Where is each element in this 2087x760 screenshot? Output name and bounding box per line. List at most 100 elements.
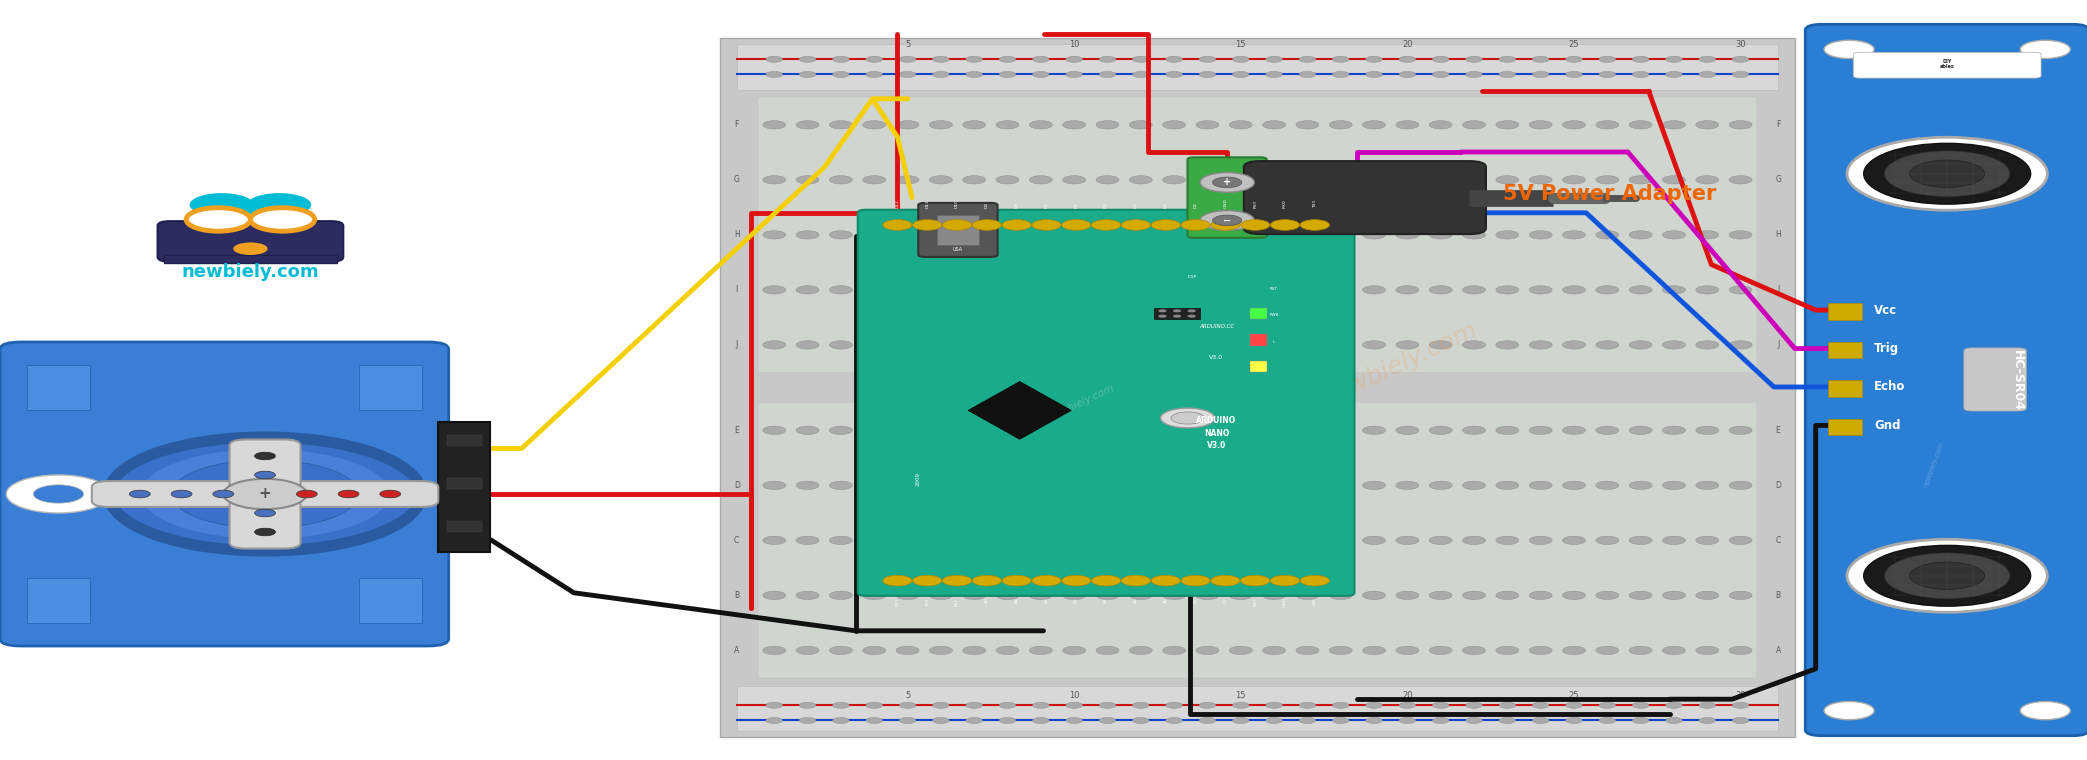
- Circle shape: [929, 481, 952, 489]
- Circle shape: [1096, 230, 1119, 239]
- Circle shape: [267, 214, 298, 225]
- Circle shape: [895, 426, 918, 435]
- Circle shape: [943, 220, 973, 230]
- Circle shape: [1365, 717, 1382, 724]
- Circle shape: [1196, 176, 1219, 184]
- Text: newbiely.com: newbiely.com: [1048, 383, 1117, 423]
- Circle shape: [1162, 426, 1185, 435]
- Circle shape: [1129, 286, 1152, 294]
- Text: D10: D10: [956, 199, 960, 208]
- Circle shape: [1885, 151, 2010, 197]
- Circle shape: [1066, 56, 1083, 62]
- Circle shape: [1210, 575, 1240, 586]
- Text: 15: 15: [1236, 40, 1246, 49]
- Circle shape: [1530, 340, 1553, 349]
- Circle shape: [1233, 71, 1250, 78]
- Circle shape: [1240, 220, 1269, 230]
- Circle shape: [1697, 230, 1720, 239]
- Circle shape: [795, 121, 818, 129]
- Text: RX0: RX0: [1284, 199, 1288, 208]
- Text: E: E: [735, 426, 739, 435]
- Text: A1: A1: [1014, 597, 1018, 603]
- Circle shape: [1240, 575, 1269, 586]
- Circle shape: [1062, 591, 1085, 600]
- Circle shape: [1029, 481, 1052, 489]
- Circle shape: [1730, 121, 1753, 129]
- Text: ARDUINO.CC: ARDUINO.CC: [1198, 325, 1233, 329]
- Circle shape: [1062, 230, 1085, 239]
- Circle shape: [995, 426, 1018, 435]
- Circle shape: [1563, 481, 1586, 489]
- Bar: [1154, 308, 1200, 319]
- Bar: [1828, 380, 1862, 397]
- Circle shape: [1396, 176, 1419, 184]
- Circle shape: [995, 646, 1018, 654]
- Circle shape: [1697, 481, 1720, 489]
- Circle shape: [962, 591, 985, 600]
- Circle shape: [1396, 340, 1419, 349]
- Circle shape: [1213, 215, 1242, 226]
- Circle shape: [973, 575, 1002, 586]
- Circle shape: [962, 286, 985, 294]
- Text: +: +: [1223, 177, 1231, 188]
- Text: A3: A3: [1075, 597, 1079, 603]
- Circle shape: [1066, 717, 1083, 724]
- Circle shape: [1363, 481, 1386, 489]
- Circle shape: [1530, 426, 1553, 435]
- Circle shape: [795, 426, 818, 435]
- Circle shape: [1298, 717, 1315, 724]
- Text: TX1: TX1: [1313, 200, 1317, 208]
- Circle shape: [862, 230, 885, 239]
- Text: −: −: [1223, 215, 1231, 226]
- Circle shape: [140, 448, 390, 540]
- Circle shape: [1496, 340, 1519, 349]
- Circle shape: [1096, 340, 1119, 349]
- Circle shape: [1263, 537, 1286, 544]
- Bar: [758, 372, 1757, 403]
- Circle shape: [1697, 426, 1720, 435]
- Circle shape: [1597, 537, 1620, 544]
- Circle shape: [895, 230, 918, 239]
- Text: D5: D5: [1104, 202, 1108, 208]
- Circle shape: [1229, 426, 1252, 435]
- Circle shape: [202, 214, 234, 225]
- Circle shape: [1029, 230, 1052, 239]
- Circle shape: [1463, 230, 1486, 239]
- Circle shape: [762, 646, 785, 654]
- Circle shape: [1265, 71, 1281, 78]
- Circle shape: [1062, 537, 1085, 544]
- Circle shape: [929, 176, 952, 184]
- Circle shape: [1530, 121, 1553, 129]
- Circle shape: [109, 437, 422, 551]
- Circle shape: [1062, 426, 1085, 435]
- Text: F: F: [735, 120, 739, 129]
- Circle shape: [862, 426, 885, 435]
- Text: VIN: VIN: [1313, 597, 1317, 605]
- Circle shape: [1031, 575, 1060, 586]
- Circle shape: [795, 176, 818, 184]
- Circle shape: [895, 121, 918, 129]
- Circle shape: [1430, 286, 1453, 294]
- Circle shape: [1663, 176, 1686, 184]
- Circle shape: [1496, 176, 1519, 184]
- Circle shape: [899, 56, 916, 62]
- Circle shape: [1432, 56, 1448, 62]
- Circle shape: [1396, 646, 1419, 654]
- Circle shape: [1298, 56, 1315, 62]
- Bar: [1828, 419, 1862, 435]
- Circle shape: [1296, 176, 1319, 184]
- Circle shape: [1329, 646, 1352, 654]
- Circle shape: [899, 717, 916, 724]
- Circle shape: [1167, 702, 1183, 708]
- Circle shape: [1329, 340, 1352, 349]
- Circle shape: [1496, 121, 1519, 129]
- Circle shape: [1363, 426, 1386, 435]
- Bar: [27, 578, 90, 623]
- Circle shape: [962, 646, 985, 654]
- Circle shape: [1296, 591, 1319, 600]
- Circle shape: [1229, 286, 1252, 294]
- Text: A5: A5: [1133, 597, 1137, 603]
- Text: A: A: [1776, 646, 1780, 655]
- Circle shape: [1133, 702, 1150, 708]
- Circle shape: [1298, 71, 1315, 78]
